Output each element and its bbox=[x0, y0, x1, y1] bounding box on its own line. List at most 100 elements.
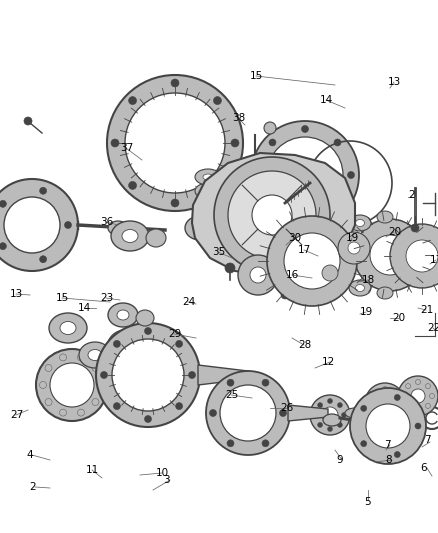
Circle shape bbox=[250, 171, 259, 180]
Text: 12: 12 bbox=[321, 357, 335, 367]
Text: 10: 10 bbox=[155, 468, 169, 478]
Text: 2: 2 bbox=[407, 190, 413, 200]
Ellipse shape bbox=[122, 230, 138, 243]
Circle shape bbox=[317, 422, 322, 427]
Circle shape bbox=[251, 121, 358, 229]
Circle shape bbox=[365, 404, 409, 448]
Circle shape bbox=[130, 336, 134, 341]
Circle shape bbox=[389, 224, 438, 288]
Circle shape bbox=[134, 345, 139, 351]
Ellipse shape bbox=[202, 202, 212, 208]
Circle shape bbox=[219, 385, 276, 441]
Circle shape bbox=[392, 410, 396, 415]
Text: 4: 4 bbox=[26, 450, 32, 460]
Circle shape bbox=[337, 422, 342, 427]
Circle shape bbox=[4, 197, 60, 253]
Ellipse shape bbox=[146, 229, 166, 247]
Ellipse shape bbox=[348, 215, 370, 231]
Circle shape bbox=[392, 391, 396, 395]
Circle shape bbox=[333, 204, 340, 211]
Ellipse shape bbox=[117, 310, 129, 320]
Circle shape bbox=[92, 399, 99, 406]
Circle shape bbox=[144, 416, 151, 423]
Circle shape bbox=[175, 341, 182, 348]
Circle shape bbox=[111, 351, 117, 356]
Ellipse shape bbox=[362, 426, 376, 435]
Text: 18: 18 bbox=[361, 275, 374, 285]
Circle shape bbox=[349, 388, 425, 464]
Circle shape bbox=[130, 355, 134, 360]
Text: 8: 8 bbox=[384, 455, 391, 465]
Ellipse shape bbox=[202, 174, 212, 180]
Circle shape bbox=[144, 327, 151, 335]
Text: 11: 11 bbox=[86, 465, 99, 475]
Circle shape bbox=[128, 96, 136, 104]
Text: 6: 6 bbox=[419, 463, 426, 473]
Circle shape bbox=[337, 232, 369, 264]
Circle shape bbox=[428, 393, 434, 399]
Circle shape bbox=[226, 379, 233, 386]
Ellipse shape bbox=[60, 321, 76, 335]
Circle shape bbox=[280, 291, 288, 299]
Circle shape bbox=[393, 394, 399, 400]
Ellipse shape bbox=[194, 169, 220, 185]
Circle shape bbox=[327, 426, 332, 432]
Circle shape bbox=[321, 407, 337, 423]
Circle shape bbox=[209, 409, 216, 416]
Circle shape bbox=[36, 349, 108, 421]
Ellipse shape bbox=[49, 313, 87, 343]
Ellipse shape bbox=[344, 408, 364, 418]
Circle shape bbox=[112, 339, 184, 411]
Text: 2: 2 bbox=[29, 482, 35, 492]
Circle shape bbox=[347, 242, 359, 254]
Circle shape bbox=[401, 393, 406, 399]
Circle shape bbox=[268, 139, 276, 146]
Circle shape bbox=[353, 219, 425, 291]
Text: 21: 21 bbox=[419, 305, 432, 315]
Circle shape bbox=[347, 172, 354, 179]
Circle shape bbox=[213, 181, 221, 189]
Circle shape bbox=[321, 265, 337, 281]
Circle shape bbox=[313, 413, 318, 417]
Circle shape bbox=[301, 125, 308, 133]
Ellipse shape bbox=[194, 183, 220, 199]
Text: 23: 23 bbox=[100, 293, 113, 303]
Circle shape bbox=[263, 122, 276, 134]
Circle shape bbox=[107, 330, 143, 366]
Circle shape bbox=[333, 139, 340, 146]
Polygon shape bbox=[191, 153, 354, 275]
Circle shape bbox=[405, 403, 410, 408]
Circle shape bbox=[309, 395, 349, 435]
Circle shape bbox=[317, 402, 322, 408]
Circle shape bbox=[39, 187, 46, 194]
Circle shape bbox=[261, 440, 268, 447]
Circle shape bbox=[175, 402, 182, 410]
Text: 28: 28 bbox=[297, 340, 311, 350]
Ellipse shape bbox=[111, 221, 148, 251]
Text: 30: 30 bbox=[287, 233, 300, 243]
Circle shape bbox=[60, 409, 67, 416]
Ellipse shape bbox=[108, 303, 138, 327]
Circle shape bbox=[39, 382, 46, 389]
Text: 7: 7 bbox=[383, 440, 390, 450]
Circle shape bbox=[125, 93, 225, 193]
Circle shape bbox=[96, 323, 200, 427]
Text: 38: 38 bbox=[231, 113, 245, 123]
Circle shape bbox=[266, 137, 342, 213]
Circle shape bbox=[372, 391, 377, 395]
Circle shape bbox=[266, 216, 356, 306]
Circle shape bbox=[381, 386, 387, 392]
Circle shape bbox=[410, 224, 418, 232]
Ellipse shape bbox=[376, 211, 392, 223]
Circle shape bbox=[113, 402, 120, 410]
Circle shape bbox=[268, 204, 276, 211]
Circle shape bbox=[414, 423, 420, 429]
Text: 19: 19 bbox=[345, 233, 358, 243]
Ellipse shape bbox=[355, 220, 364, 227]
Circle shape bbox=[369, 235, 409, 275]
Circle shape bbox=[60, 354, 67, 361]
Circle shape bbox=[0, 200, 7, 207]
Circle shape bbox=[226, 440, 233, 447]
Circle shape bbox=[111, 340, 117, 345]
Circle shape bbox=[205, 371, 290, 455]
